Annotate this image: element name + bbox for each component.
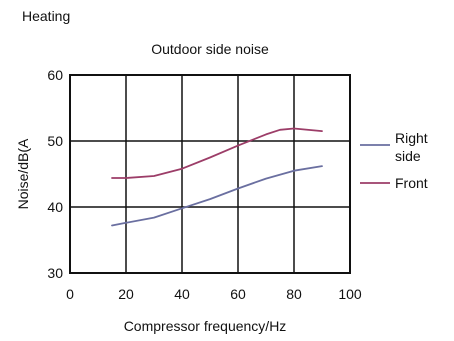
plot-frame — [69, 74, 351, 274]
y-tick-label: 60 — [47, 67, 63, 83]
x-tick-label: 0 — [66, 286, 74, 302]
x-tick-label: 20 — [118, 286, 134, 302]
x-axis-label: Compressor frequency/Hz — [124, 318, 287, 334]
x-tick-label: 80 — [286, 286, 302, 302]
y-axis-label: Noise/dB(A — [15, 138, 31, 209]
y-tick-label: 40 — [47, 199, 63, 215]
x-tick-label: 100 — [338, 286, 362, 302]
legend: Right side Front — [360, 130, 428, 191]
x-tick-label: 60 — [230, 286, 246, 302]
chart-heading: Heating — [22, 8, 71, 24]
y-tick-label: 50 — [47, 133, 63, 149]
legend-label: Front — [395, 175, 428, 191]
plot-area-border — [69, 74, 351, 274]
legend-label: Right side — [395, 130, 428, 164]
x-tick-labels: 0 20 40 60 80 100 — [66, 286, 362, 302]
grid — [70, 75, 350, 273]
chart-title: Outdoor side noise — [151, 41, 269, 57]
y-tick-label: 30 — [47, 265, 63, 281]
series-lines — [111, 127, 323, 227]
series-line-right-side — [111, 165, 323, 227]
series-line-front — [111, 127, 323, 179]
y-tick-labels: 30 40 50 60 — [47, 67, 63, 281]
x-tick-label: 40 — [174, 286, 190, 302]
